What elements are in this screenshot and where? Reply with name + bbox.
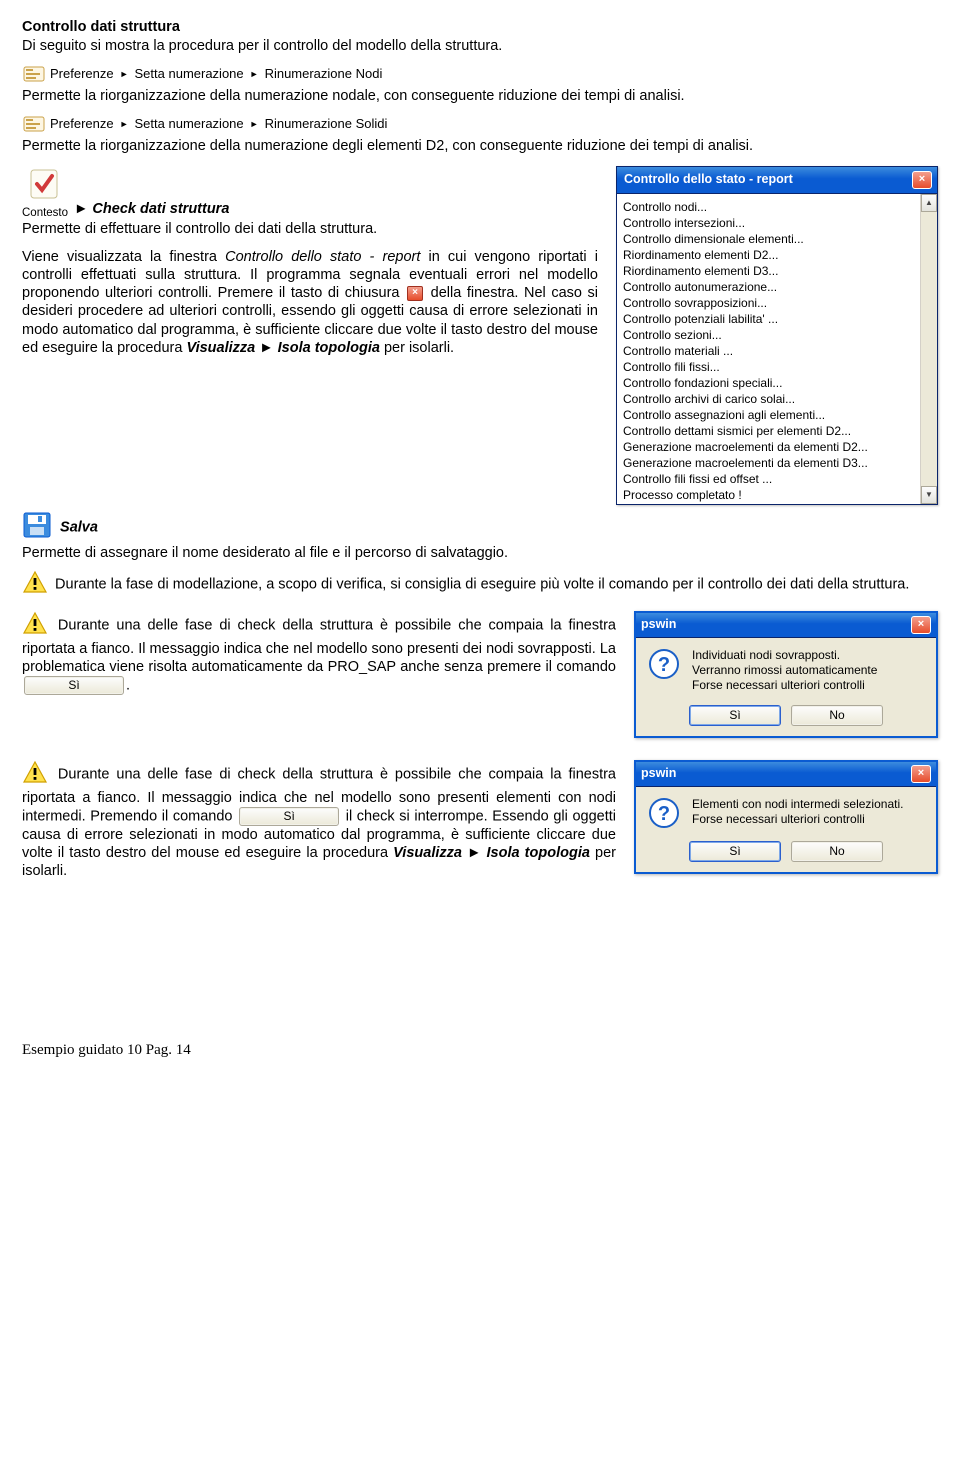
chevron-icon: ► [120, 119, 129, 130]
report-list-item: Controllo dettami sismici per elementi D… [623, 424, 915, 440]
dialog1-line1: Individuati nodi sovrapposti. [692, 648, 877, 663]
question-icon: ? [648, 648, 680, 680]
scrollbar[interactable]: ▲ ▼ [920, 194, 937, 504]
dialog-1: pswin × ? Individuati nodi sovrapposti. … [634, 611, 938, 738]
report-list-item: Processo completato ! [623, 488, 915, 504]
inline-yes-button-2[interactable]: Sì [239, 807, 339, 826]
dialog1-line2: Verranno rimossi automaticamente [692, 663, 877, 678]
breadcrumb1-b: Setta numerazione [135, 66, 244, 82]
desc1: Permette la riorganizzazione della numer… [22, 87, 938, 105]
report-list-item: Controllo intersezioni... [623, 216, 915, 232]
dialog2-line1: Elementi con nodi intermedi selezionati. [692, 797, 903, 812]
page-heading: Controllo dati struttura [22, 18, 938, 36]
tri-icon: ► [74, 201, 88, 217]
dialog2-line2: Forse necessari ulteriori controlli [692, 812, 903, 827]
report-list-item: Controllo archivi di carico solai... [623, 392, 915, 408]
dialog1-yes-button[interactable]: Sì [689, 705, 781, 726]
warning-icon [22, 611, 48, 640]
warning-icon [22, 760, 48, 789]
dialog1-no-button[interactable]: No [791, 705, 883, 726]
dialog-2: pswin × ? Elementi con nodi intermedi se… [634, 760, 938, 874]
prefs-icon [22, 63, 46, 85]
breadcrumb1-a: Preferenze [50, 66, 114, 82]
save-icon [22, 511, 52, 544]
breadcrumb1-c: Rinumerazione Nodi [265, 66, 383, 82]
report-list-item: Controllo fili fissi ed offset ... [623, 472, 915, 488]
salva-desc: Permette di assegnare il nome desiderato… [22, 544, 938, 562]
check-paragraph: Viene visualizzata la finestra Controllo… [22, 248, 598, 357]
report-titlebar: Controllo dello stato - report × [617, 167, 937, 194]
breadcrumb-row-2: Preferenze ► Setta numerazione ► Rinumer… [22, 113, 938, 135]
dialog2-no-button[interactable]: No [791, 841, 883, 862]
breadcrumb2-c: Rinumerazione Solidi [265, 116, 388, 132]
prefs-icon [22, 113, 46, 135]
intro-text: Di seguito si mostra la procedura per il… [22, 37, 938, 55]
question-icon: ? [648, 797, 680, 829]
chevron-icon: ► [120, 69, 129, 80]
breadcrumb2-a: Preferenze [50, 116, 114, 132]
svg-text:?: ? [658, 654, 670, 676]
report-list-item: Controllo assegnazioni agli elementi... [623, 408, 915, 424]
report-window: Controllo dello stato - report × Control… [616, 166, 938, 505]
report-list-item: Controllo autonumerazione... [623, 280, 915, 296]
contesto-label: Contesto [22, 206, 68, 220]
report-list-item: Controllo fili fissi... [623, 360, 915, 376]
report-title: Controllo dello stato - report [624, 172, 793, 188]
report-list-item: Generazione macroelementi da elementi D3… [623, 456, 915, 472]
svg-text:?: ? [658, 803, 670, 825]
contesto-icon: Contesto [22, 166, 68, 220]
dialog1-title: pswin [641, 617, 676, 633]
breadcrumb-row-1: Preferenze ► Setta numerazione ► Rinumer… [22, 63, 938, 85]
close-button[interactable]: × [912, 171, 932, 189]
warning-1: Durante la fase di modellazione, a scopo… [22, 570, 938, 599]
inline-yes-button[interactable]: Sì [24, 676, 124, 695]
report-list-item: Riordinamento elementi D3... [623, 264, 915, 280]
report-list-item: Generazione macroelementi da elementi D2… [623, 440, 915, 456]
chevron-icon: ► [250, 119, 259, 130]
check-head: Check dati struttura [92, 201, 229, 217]
report-list-item: Controllo dimensionale elementi... [623, 232, 915, 248]
report-list-item: Controllo sezioni... [623, 328, 915, 344]
dialog2-title: pswin [641, 766, 676, 782]
dialog1-line3: Forse necessari ulteriori controlli [692, 678, 877, 693]
warning-2: Durante una delle fase di check della st… [22, 611, 616, 695]
close-button[interactable]: × [911, 616, 931, 634]
close-icon[interactable]: × [407, 286, 423, 301]
chevron-icon: ► [250, 69, 259, 80]
report-list-item: Controllo sovrapposizioni... [623, 296, 915, 312]
close-button[interactable]: × [911, 765, 931, 783]
salva-head: Salva [60, 519, 98, 535]
report-list-item: Controllo potenziali labilita' ... [623, 312, 915, 328]
check-desc: Permette di effettuare il controllo dei … [22, 220, 598, 238]
warning-icon [22, 570, 48, 599]
report-list-item: Riordinamento elementi D2... [623, 248, 915, 264]
warning-3: Durante una delle fase di check della st… [22, 760, 616, 881]
breadcrumb2-b: Setta numerazione [135, 116, 244, 132]
page-footer: Esempio guidato 10 Pag. 14 [22, 1041, 938, 1060]
report-list-item: Controllo fondazioni speciali... [623, 376, 915, 392]
dialog2-yes-button[interactable]: Sì [689, 841, 781, 862]
report-body: Controllo nodi...Controllo intersezioni.… [617, 194, 937, 504]
report-list-item: Controllo nodi... [623, 200, 915, 216]
desc2: Permette la riorganizzazione della numer… [22, 137, 938, 155]
report-list-item: Controllo materiali ... [623, 344, 915, 360]
